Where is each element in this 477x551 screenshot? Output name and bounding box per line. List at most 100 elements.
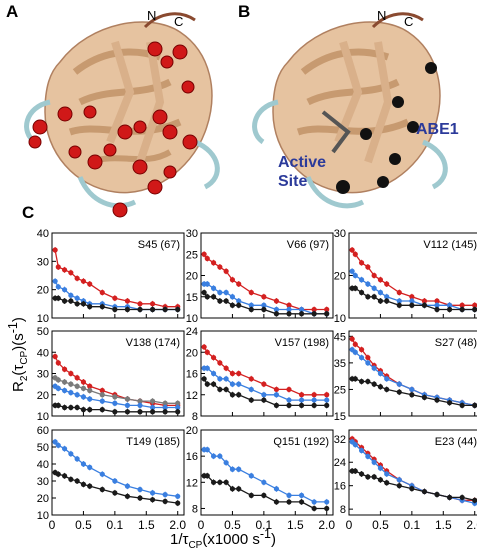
data-point-black: [80, 481, 87, 487]
n-terminus-label-a: N: [147, 8, 157, 23]
y-tick-label: 25: [334, 384, 346, 396]
black-spheres-b: [336, 62, 437, 194]
data-point-red: [377, 277, 384, 283]
data-point-red: [349, 336, 355, 342]
data-point-black: [371, 294, 377, 300]
data-point-blue: [175, 404, 181, 411]
data-point-blue: [396, 381, 402, 387]
data-point-red: [261, 381, 267, 387]
data-point-blue: [324, 397, 330, 403]
panel-b-letter: B: [238, 2, 251, 21]
data-point-blue: [112, 400, 118, 406]
data-point-blue: [99, 398, 105, 404]
y-tick-label: 10: [37, 510, 49, 522]
data-point-grey: [99, 392, 105, 398]
data-point-red: [358, 260, 365, 266]
plot-1: 10 15 20 25 30 V66 (97): [186, 228, 334, 325]
data-point-grey: [55, 377, 61, 383]
data-point-red: [223, 365, 229, 371]
data-point-blue: [52, 439, 58, 445]
y-tick-label: 60: [37, 425, 49, 437]
data-point-black: [87, 483, 93, 489]
plot-title: S45 (67): [138, 239, 180, 251]
data-point-black: [223, 298, 229, 304]
plot-frame: [348, 429, 477, 516]
plot-title: V66 (97): [287, 239, 329, 251]
data-point-black: [99, 304, 105, 310]
data-point-black: [248, 492, 254, 498]
x-tick-label: 1.5: [138, 518, 155, 532]
data-point-black: [459, 494, 465, 501]
data-point-black: [434, 397, 440, 403]
data-point-red: [55, 360, 61, 366]
data-point-black: [124, 306, 131, 313]
series-line-red: [203, 346, 327, 396]
x-axis-label: 1/τCP(x1000 s-1): [170, 527, 276, 551]
plot-title: V157 (198): [275, 337, 329, 349]
x-tick-label: 1.5: [287, 518, 304, 532]
data-point-red: [201, 344, 207, 350]
data-point-blue: [298, 397, 305, 403]
data-point-grey: [137, 398, 143, 404]
y-tick-label: 30: [37, 369, 49, 381]
data-point-red: [298, 392, 305, 398]
data-point-grey: [149, 398, 156, 404]
data-point-blue: [52, 278, 58, 284]
data-point-red: [61, 366, 68, 372]
y-tick-label: 50: [37, 442, 49, 454]
data-point-black: [365, 378, 371, 385]
data-point-black: [175, 306, 181, 313]
data-point-red: [99, 387, 105, 394]
data-point-red: [87, 383, 93, 389]
data-point-red: [324, 306, 330, 313]
data-point-grey: [124, 396, 131, 402]
ylabel-r: R: [10, 381, 27, 392]
data-point-black: [55, 295, 61, 301]
data-point-black: [472, 497, 477, 503]
plot-4: 8 12 16 20 24 V157 (198): [186, 326, 334, 423]
data-point-blue: [352, 442, 358, 448]
data-point-blue: [61, 287, 68, 293]
y-tick-label: 10: [334, 313, 346, 325]
y-tick-label: 40: [37, 347, 49, 359]
data-point-red: [74, 375, 80, 381]
data-point-blue: [149, 490, 156, 496]
xlabel-end: (x1000 s: [202, 531, 260, 548]
data-point-black: [421, 302, 428, 308]
data-point-red: [286, 386, 292, 393]
y-tick-label: 24: [186, 326, 198, 338]
data-point-red: [52, 353, 58, 360]
data-point-black: [352, 468, 358, 474]
plot-frame: [51, 429, 185, 516]
data-point-black: [74, 478, 80, 484]
plot-frame: [348, 330, 477, 417]
y-tick-label: 20: [334, 271, 346, 283]
data-point-red: [124, 298, 131, 304]
data-point-black: [204, 473, 210, 479]
data-point-blue: [223, 460, 229, 466]
data-point-blue: [365, 453, 371, 459]
y-tick-label: 8: [192, 411, 198, 423]
data-point-blue: [434, 302, 440, 308]
data-point-blue: [74, 295, 80, 301]
data-point-black: [446, 306, 453, 313]
data-point-blue: [68, 292, 74, 298]
data-point-black: [472, 306, 477, 313]
data-point-blue: [137, 486, 143, 493]
data-point-black: [162, 409, 168, 415]
data-point-black: [229, 392, 236, 398]
data-point-black: [273, 402, 280, 408]
data-point-blue: [68, 451, 74, 457]
data-point-blue: [210, 453, 217, 459]
data-point-black: [409, 302, 415, 308]
data-point-red: [204, 349, 210, 355]
data-point-black: [204, 381, 210, 387]
data-point-red: [248, 289, 254, 296]
data-point-blue: [175, 493, 181, 499]
series-line-blue: [351, 349, 475, 407]
data-point-black: [358, 289, 365, 296]
data-point-red: [472, 302, 477, 308]
data-point-black: [409, 392, 415, 398]
data-point-black: [137, 306, 143, 313]
data-point-grey: [80, 385, 87, 391]
